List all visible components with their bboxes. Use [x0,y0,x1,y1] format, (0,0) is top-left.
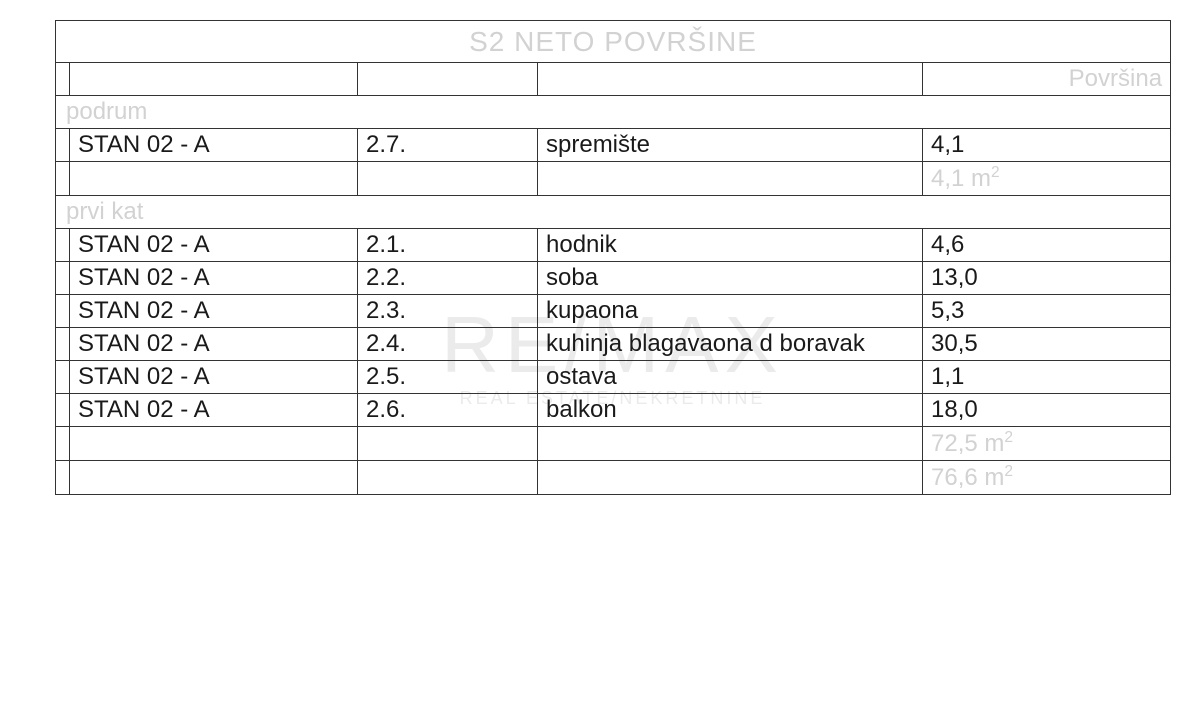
row-stub [56,461,70,495]
cell-desc: soba [538,262,923,295]
cell-desc: hodnik [538,229,923,262]
cell-area: 4,6 [923,229,1171,262]
cell-num [358,427,538,461]
section-row: prvi kat [56,196,1171,229]
cell-desc: balkon [538,394,923,427]
cell-num: 2.6. [358,394,538,427]
area-table-sheet: RE/MAX REAL ESTATE/NEKRETNINE S2 NETO PO… [55,20,1170,495]
subtotal-row: 4,1 m2 [56,162,1171,196]
cell-num: 2.4. [358,328,538,361]
section-label: podrum [56,96,1171,129]
cell-desc: kupaona [538,295,923,328]
area-table: S2 NETO POVRŠINEPovršinapodrumSTAN 02 - … [55,20,1171,495]
cell-area: 18,0 [923,394,1171,427]
cell-unit: STAN 02 - A [70,394,358,427]
cell-num [358,162,538,196]
table-row: STAN 02 - A2.7.spremište4,1 [56,129,1171,162]
cell-num: 2.1. [358,229,538,262]
row-stub [56,328,70,361]
cell-desc: kuhinja blagavaona d boravak [538,328,923,361]
hdr-unit [70,63,358,96]
cell-unit: STAN 02 - A [70,229,358,262]
cell-unit [70,162,358,196]
cell-unit: STAN 02 - A [70,328,358,361]
cell-num: 2.3. [358,295,538,328]
row-stub [56,361,70,394]
cell-unit [70,427,358,461]
cell-unit: STAN 02 - A [70,262,358,295]
row-stub [56,129,70,162]
hdr-desc [538,63,923,96]
cell-num: 2.7. [358,129,538,162]
cell-area: 30,5 [923,328,1171,361]
table-row: STAN 02 - A2.6.balkon18,0 [56,394,1171,427]
section-label: prvi kat [56,196,1171,229]
table-row: STAN 02 - A2.2.soba13,0 [56,262,1171,295]
cell-subtotal: 72,5 m2 [923,427,1171,461]
cell-num: 2.5. [358,361,538,394]
row-stub [56,262,70,295]
section-row: podrum [56,96,1171,129]
table-row: STAN 02 - A2.4.kuhinja blagavaona d bora… [56,328,1171,361]
cell-area: 4,1 [923,129,1171,162]
cell-unit: STAN 02 - A [70,129,358,162]
cell-unit: STAN 02 - A [70,361,358,394]
hdr-stub [56,63,70,96]
hdr-num [358,63,538,96]
row-stub [56,162,70,196]
header-row: Površina [56,63,1171,96]
table-row: STAN 02 - A2.5.ostava1,1 [56,361,1171,394]
table-title: S2 NETO POVRŠINE [56,21,1171,63]
table-row: STAN 02 - A2.1.hodnik4,6 [56,229,1171,262]
row-stub [56,295,70,328]
row-stub [56,394,70,427]
grandtotal-row: 76,6 m2 [56,461,1171,495]
table-row: STAN 02 - A2.3.kupaona5,3 [56,295,1171,328]
row-stub [56,229,70,262]
cell-desc: ostava [538,361,923,394]
row-stub [56,427,70,461]
cell-desc [538,461,923,495]
cell-desc [538,162,923,196]
hdr-area: Površina [923,63,1171,96]
cell-area: 5,3 [923,295,1171,328]
cell-num [358,461,538,495]
cell-area: 13,0 [923,262,1171,295]
cell-desc [538,427,923,461]
cell-area: 1,1 [923,361,1171,394]
cell-unit: STAN 02 - A [70,295,358,328]
cell-desc: spremište [538,129,923,162]
cell-unit [70,461,358,495]
cell-grandtotal: 76,6 m2 [923,461,1171,495]
subtotal-row: 72,5 m2 [56,427,1171,461]
cell-num: 2.2. [358,262,538,295]
title-row: S2 NETO POVRŠINE [56,21,1171,63]
cell-subtotal: 4,1 m2 [923,162,1171,196]
